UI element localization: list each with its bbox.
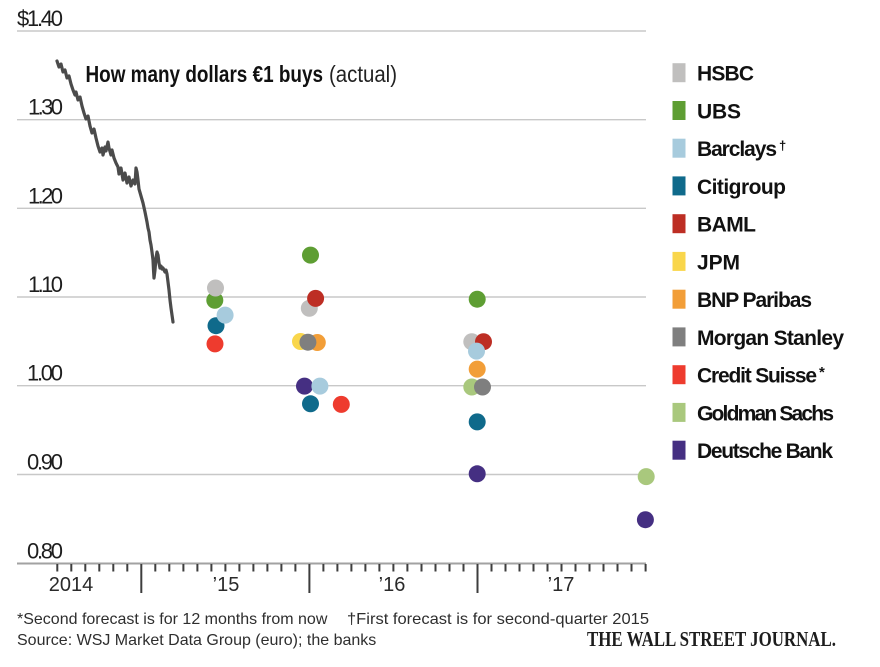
svg-text:JPM: JPM: [697, 251, 740, 274]
svg-text:1.30: 1.30: [28, 95, 63, 120]
svg-text:’15: ’15: [213, 574, 240, 596]
svg-text:1.00: 1.00: [27, 361, 63, 386]
svg-text:’17: ’17: [548, 574, 575, 596]
svg-text:Deutsche Bank: Deutsche Bank: [697, 440, 833, 463]
svg-text:’16: ’16: [379, 574, 406, 596]
svg-text:(actual): (actual): [329, 61, 397, 87]
svg-text:1.10: 1.10: [28, 272, 63, 297]
svg-text:HSBC: HSBC: [697, 63, 754, 86]
svg-text:Morgan Stanley: Morgan Stanley: [697, 327, 844, 350]
svg-text:0.90: 0.90: [27, 450, 63, 475]
svg-text:BNP Paribas: BNP Paribas: [697, 289, 812, 312]
svg-text:THE WALL STREET JOURNAL.: THE WALL STREET JOURNAL.: [587, 627, 836, 651]
svg-text:0.80: 0.80: [27, 538, 63, 563]
svg-text:1.20: 1.20: [28, 183, 63, 208]
svg-text:Barclays: Barclays: [697, 138, 777, 161]
svg-text:Citigroup: Citigroup: [697, 176, 786, 199]
svg-text:2014: 2014: [49, 574, 94, 596]
svg-text:UBS: UBS: [697, 101, 741, 124]
svg-text:†First forecast is for second-: †First forecast is for second-quarter 20…: [347, 611, 649, 628]
svg-text:BAML: BAML: [697, 214, 756, 237]
svg-text:†: †: [779, 138, 786, 153]
svg-text:Source: WSJ Market Data Group: Source: WSJ Market Data Group (euro); th…: [17, 632, 376, 649]
svg-text:Goldman Sachs: Goldman Sachs: [697, 402, 834, 425]
svg-text:*: *: [819, 364, 825, 381]
svg-text:*Second forecast is for 12 mon: *Second forecast is for 12 months from n…: [17, 611, 328, 628]
svg-text:$1.40: $1.40: [17, 6, 63, 31]
svg-text:How many dollars €1 buys: How many dollars €1 buys: [86, 61, 324, 87]
svg-text:Credit Suisse: Credit Suisse: [697, 365, 817, 388]
